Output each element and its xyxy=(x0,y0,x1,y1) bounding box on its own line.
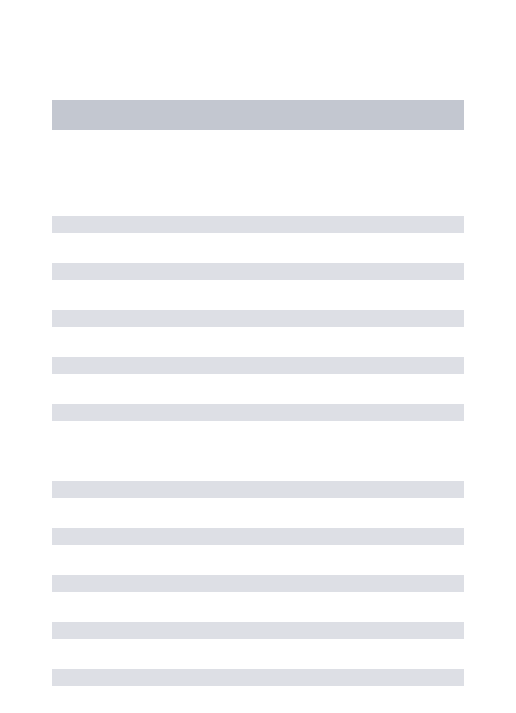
skeleton-line xyxy=(52,404,464,421)
skeleton-line xyxy=(52,528,464,545)
skeleton-line xyxy=(52,357,464,374)
skeleton-line xyxy=(52,481,464,498)
skeleton-line xyxy=(52,575,464,592)
skeleton-line xyxy=(52,622,464,639)
skeleton-container xyxy=(0,0,516,686)
skeleton-line xyxy=(52,669,464,686)
skeleton-group-gap xyxy=(52,451,464,481)
skeleton-header-bar xyxy=(52,100,464,130)
skeleton-line xyxy=(52,310,464,327)
skeleton-line xyxy=(52,263,464,280)
skeleton-line xyxy=(52,216,464,233)
